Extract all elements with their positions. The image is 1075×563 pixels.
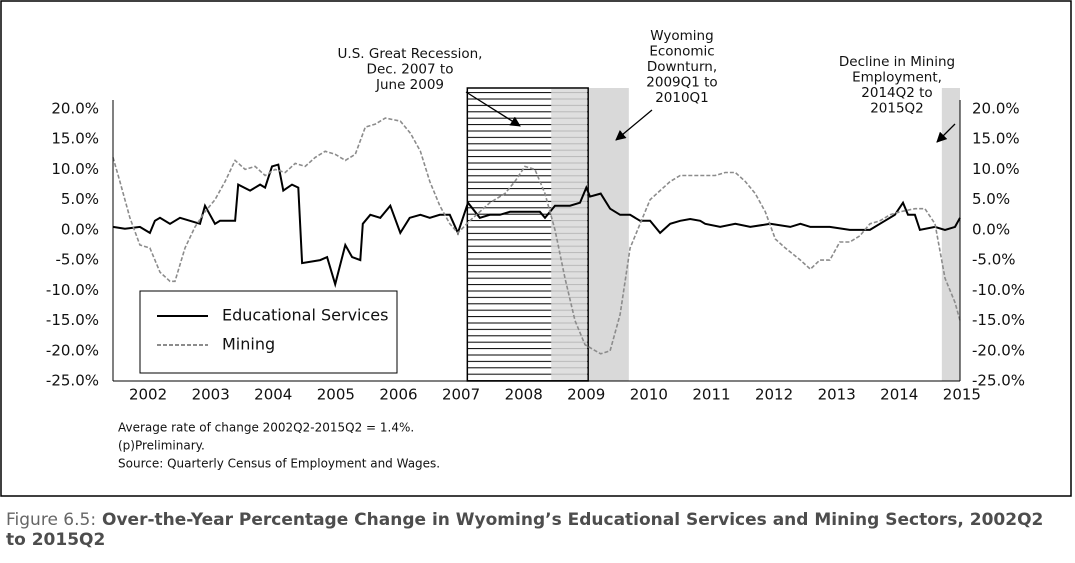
arrow: [465, 91, 521, 127]
legend: Educational Services Mining: [139, 290, 398, 374]
y2-tick-label: 5.0%: [972, 190, 1010, 208]
legend-label: Mining: [222, 335, 275, 354]
arrow: [936, 123, 956, 143]
y-tick-label: 15.0%: [51, 130, 99, 148]
annotation-line: Employment,: [852, 70, 942, 86]
x-tick-label: 2011: [692, 386, 730, 404]
y-tick-label: -25.0%: [46, 372, 99, 390]
x-tick-label: 2009: [567, 386, 605, 404]
y-tick-label: -20.0%: [46, 341, 99, 359]
arrow: [615, 109, 653, 141]
y2-tick-label: 10.0%: [972, 160, 1020, 178]
annotation-line: Wyoming: [650, 28, 713, 44]
frame: [0, 0, 1072, 497]
note: Average rate of change 2002Q2-2015Q2 = 1…: [118, 421, 414, 435]
note: Source: Quarterly Census of Employment a…: [118, 457, 440, 471]
shaded-overlap: [551, 89, 588, 380]
shaded-region: [941, 88, 960, 381]
x-tick-label: 2013: [818, 386, 856, 404]
annotation-line: Economic: [649, 44, 714, 60]
y2-tick-label: -10.0%: [972, 281, 1025, 299]
chart: 20.0% 20.0% 15.0% 15.0% 10.0% 10.0% 5.0% 5.0% 0.…: [0, 0, 1072, 497]
x-tick-label: 2007: [442, 386, 480, 404]
y-tick-label: -15.0%: [46, 311, 99, 329]
x-tick-label: 2004: [254, 386, 292, 404]
y-tick-label: 5.0%: [61, 190, 99, 208]
annotation-line: Downturn,: [647, 59, 717, 75]
notes: Average rate of change 2002Q2-2015Q2 = 1…: [118, 421, 440, 471]
series-line: [112, 163, 961, 289]
y2-tick-label: -5.0%: [972, 251, 1016, 269]
annotation-line: 2009Q1 to: [646, 75, 717, 91]
annotation-line: Dec. 2007 to: [367, 62, 454, 78]
series-line: [112, 117, 961, 355]
x-tick-label: 2005: [317, 386, 355, 404]
x-tick-label: 2012: [755, 386, 793, 404]
legend-box: [139, 290, 398, 374]
legend-label: Educational Services: [222, 306, 388, 325]
series: [112, 117, 961, 355]
x-tick-label: 2010: [630, 386, 668, 404]
x-tick-label: 2002: [129, 386, 167, 404]
y-tick-label: 10.0%: [51, 160, 99, 178]
annotation-line: Decline in Mining: [839, 54, 955, 70]
x-tick-label: 2008: [505, 386, 543, 404]
annotation-line: 2014Q2 to: [861, 85, 932, 101]
x-tick-label: 2015: [943, 386, 981, 404]
caption: Figure 6.5: Over-the-Year Percentage Cha…: [6, 510, 1066, 550]
annotation-line: U.S. Great Recession,: [338, 46, 483, 62]
y2-tick-label: -25.0%: [972, 372, 1025, 390]
shaded-regions: [466, 87, 960, 382]
y-tick-label: 20.0%: [51, 100, 99, 118]
ticks: 20.0% 20.0% 15.0% 15.0% 10.0% 10.0% 5.0% 5.0% 0.…: [46, 100, 1025, 404]
caption-title: Over-the-Year Percentage Change in Wyomi…: [6, 510, 1044, 550]
annotation-line: June 2009: [375, 77, 444, 93]
caption-label: Figure 6.5:: [6, 510, 97, 530]
annotation-line: 2010Q1: [655, 90, 709, 106]
y2-tick-label: -15.0%: [972, 311, 1025, 329]
note: (p)Preliminary.: [118, 439, 205, 453]
x-tick-label: 2006: [379, 386, 417, 404]
y-tick-label: -5.0%: [55, 251, 99, 269]
y2-tick-label: 0.0%: [972, 220, 1010, 238]
y-tick-label: 0.0%: [61, 220, 99, 238]
y2-tick-label: 20.0%: [972, 100, 1020, 118]
y2-tick-label: -20.0%: [972, 341, 1025, 359]
x-tick-label: 2014: [880, 386, 918, 404]
x-tick-label: 2003: [192, 386, 230, 404]
y-tick-label: -10.0%: [46, 281, 99, 299]
y2-tick-label: 15.0%: [972, 130, 1020, 148]
annotation-line: 2015Q2: [870, 101, 924, 117]
